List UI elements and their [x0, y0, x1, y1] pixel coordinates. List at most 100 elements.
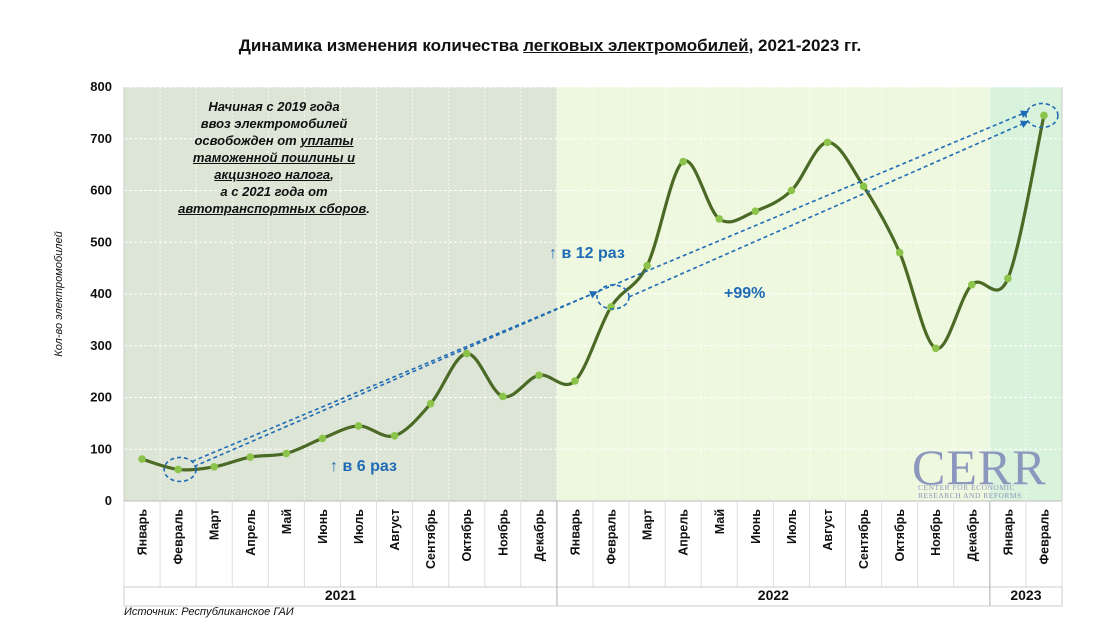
cerr-logo-sub2: RESEARCH AND REFORMS [918, 491, 1022, 500]
growth-arrow-6x [193, 291, 598, 468]
x-tick-label: Апрель [244, 509, 258, 556]
y-axis-label: Кол-во электромобилей [53, 231, 65, 356]
x-tick-label: Март [208, 509, 222, 540]
annotation-layer: ↑ в 6 раз ↑ в 12 раз +99% [163, 102, 1059, 483]
note-line-5-text: акцизного налога [214, 167, 331, 182]
note-line-6: а с 2021 года от [220, 184, 328, 199]
y-tick-label: 200 [90, 390, 112, 405]
x-tick-label: Сентябрь [857, 509, 871, 569]
x-tick-label: Июнь [749, 509, 763, 544]
data-point [1004, 274, 1012, 283]
x-tick-label: Февраль [172, 509, 186, 565]
x-tick-label: Май [280, 509, 294, 534]
y-tick-label: 500 [90, 234, 112, 249]
y-tick-label: 400 [90, 286, 112, 301]
note-line-1: Начиная с 2019 года [208, 99, 340, 114]
data-point [751, 207, 760, 215]
annotation-6x: ↑ в 6 раз [330, 458, 397, 475]
chart-title: Динамика изменения количества легковых э… [0, 36, 1100, 56]
data-point [643, 261, 651, 270]
data-point [1040, 111, 1048, 120]
data-point [138, 455, 146, 463]
x-tick-label: Декабрь [532, 509, 546, 562]
note-line-7: автотранспортных сборов. [165, 200, 383, 217]
note-line-4: таможенной пошлины и [165, 149, 383, 166]
data-point [931, 344, 940, 353]
data-point [499, 392, 507, 401]
x-tick-label: Январь [1001, 509, 1015, 556]
x-tick-label: Октябрь [460, 509, 474, 562]
cerr-logo: CERR CENTER FOR ECONOMIC RESEARCH AND RE… [912, 439, 1062, 502]
x-tick-label: Август [821, 509, 835, 551]
x-tick-label: Октябрь [893, 509, 907, 562]
chart-title-suffix: , 2021-2023 гг. [748, 36, 862, 55]
x-tick-label: Июнь [316, 509, 330, 544]
data-point [679, 157, 687, 166]
data-point [823, 138, 832, 147]
note-line-2: ввоз электромобилей [200, 116, 348, 131]
note-line-7-dot: . [366, 201, 370, 216]
data-point [426, 399, 435, 408]
note-line-5: акцизного налога, [165, 166, 383, 183]
data-point [210, 463, 218, 471]
year-label-2023: 2023 [1010, 587, 1041, 603]
source-note: Источник: Республиканское ГАИ [124, 606, 294, 618]
data-point [318, 434, 327, 443]
growth-arrow-99pct [628, 120, 1029, 298]
cerr-logo-main: CERR [912, 439, 1047, 495]
data-point [282, 449, 291, 458]
data-point [390, 431, 399, 440]
annotation-12x: ↑ в 12 раз [549, 245, 625, 262]
y-tick-label: 300 [90, 338, 112, 353]
y-tick-label: 600 [90, 183, 112, 198]
series-layer [138, 111, 1048, 474]
note-line-5-comma: , [330, 167, 334, 182]
y-tick-label: 100 [90, 441, 112, 456]
y-tick-label: 0 [105, 493, 112, 508]
series-line [141, 115, 1046, 472]
data-point [174, 465, 182, 474]
x-tick-label: Июль [785, 509, 799, 544]
data-point [895, 248, 904, 257]
x-tick-label: Февраль [605, 509, 619, 565]
x-tick-label: Январь [136, 509, 150, 556]
x-tick-label: Апрель [677, 509, 691, 556]
tax-exemption-note: Начиная с 2019 года ввоз электромобилей … [165, 98, 383, 217]
year-label-2021: 2021 [325, 587, 356, 603]
highlight-ellipse-feb-2021 [163, 456, 197, 483]
y-tick-label: 700 [90, 131, 112, 146]
x-tick-label: Февраль [1037, 509, 1051, 565]
data-point [787, 186, 796, 195]
cerr-logo-sub1: CENTER FOR ECONOMIC [918, 483, 1016, 492]
data-point [354, 422, 363, 430]
data-point [462, 349, 471, 358]
data-point [968, 280, 976, 289]
note-line-7-text: автотранспортных сборов [178, 201, 367, 216]
note-line-4-text: таможенной пошлины и [192, 150, 356, 165]
x-tick-label: Июль [352, 509, 366, 544]
year-label-2022: 2022 [758, 587, 789, 603]
x-tick-label: Май [713, 509, 727, 534]
x-tick-label: Март [641, 509, 655, 540]
chart-title-prefix: Динамика изменения количества [238, 36, 524, 55]
data-point [535, 371, 543, 380]
data-point [715, 215, 724, 223]
data-point [571, 377, 579, 385]
grid-layer [123, 86, 1063, 502]
x-tick-label: Ноябрь [929, 509, 943, 556]
note-line-3a: освобожден от [194, 133, 301, 148]
y-tick-label: 800 [90, 79, 112, 94]
axis-layer: 0 100 200 300 400 500 600 700 800 Январь Февраль Ма… [53, 79, 1063, 607]
note-line-3b: уплаты [300, 133, 354, 148]
data-point [246, 453, 255, 461]
x-tick-label: Ноябрь [496, 509, 510, 556]
data-point [859, 182, 868, 191]
note-line-3: освобожден от уплаты [165, 132, 383, 149]
chart-title-underlined: легковых электромобилей [523, 36, 749, 55]
annotation-99pct: +99% [724, 285, 765, 302]
x-tick-label: Январь [568, 509, 582, 556]
x-tick-label: Сентябрь [424, 509, 438, 569]
x-tick-label: Декабрь [965, 509, 979, 562]
x-tick-label: Август [388, 509, 402, 551]
